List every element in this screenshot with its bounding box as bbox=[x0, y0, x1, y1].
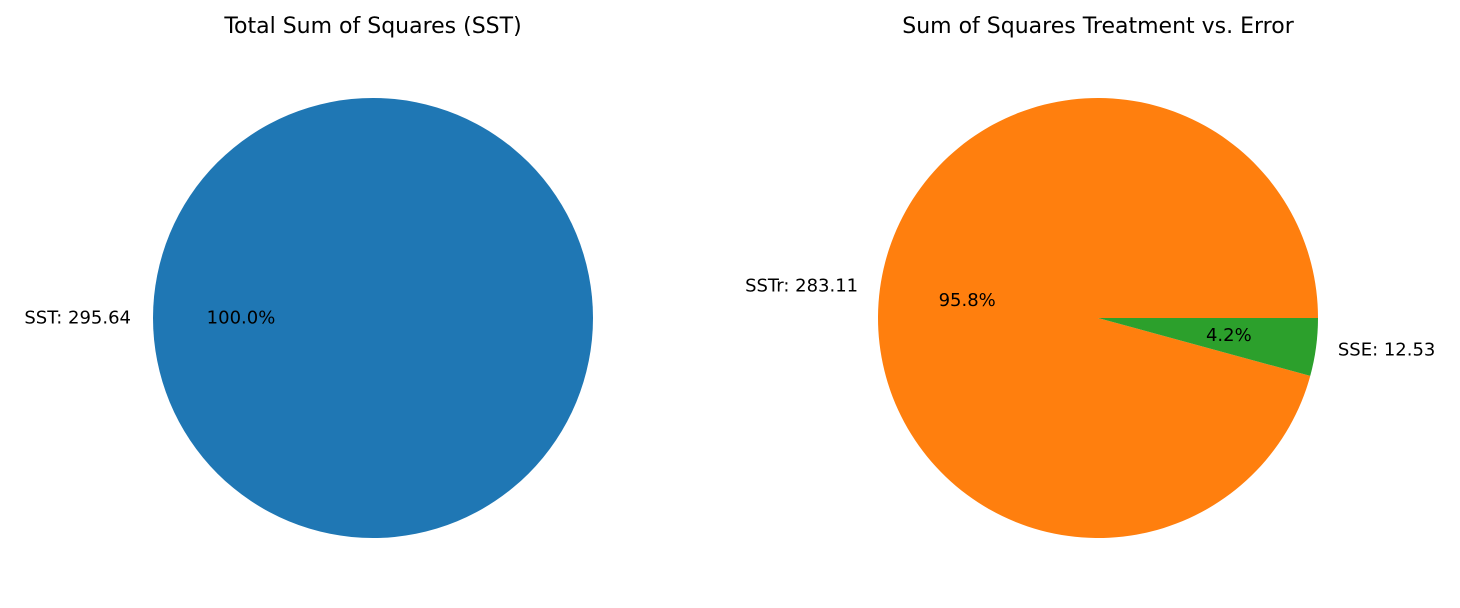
percent-label-sstr: 95.8% bbox=[939, 290, 996, 311]
pie-chart-sstr-vs-sse: Sum of Squares Treatment vs. Error SSTr:… bbox=[745, 14, 1435, 538]
pie-labels: SSTr: 283.11 95.8% SSE: 12.53 4.2% bbox=[745, 275, 1435, 360]
percent-label-sse: 4.2% bbox=[1206, 325, 1252, 346]
chart-title: Total Sum of Squares (SST) bbox=[223, 14, 521, 39]
percent-label-sst: 100.0% bbox=[207, 308, 276, 329]
slice-label-sst: SST: 295.64 bbox=[24, 308, 131, 329]
slice-label-sse: SSE: 12.53 bbox=[1338, 340, 1436, 361]
slice-label-sstr: SSTr: 283.11 bbox=[745, 275, 858, 296]
pie-labels: SST: 295.64 100.0% bbox=[24, 308, 275, 329]
pie-slices bbox=[878, 97, 1318, 538]
pie-slice-sstr bbox=[878, 97, 1318, 538]
chart-title: Sum of Squares Treatment vs. Error bbox=[902, 14, 1294, 39]
pie-slice-sst bbox=[153, 98, 593, 538]
pie-slices bbox=[153, 98, 593, 538]
pie-slice-sse bbox=[1098, 318, 1318, 376]
pie-chart-sst: Total Sum of Squares (SST) SST: 295.64 10… bbox=[24, 14, 593, 538]
